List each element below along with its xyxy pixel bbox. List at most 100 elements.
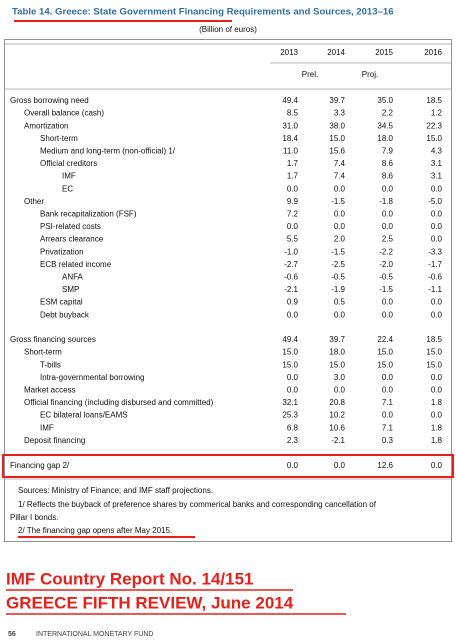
cell-value: 0.0 (431, 298, 443, 307)
cell-value: 35.0 (377, 96, 393, 105)
table-title: Table 14. Greece: State Government Finan… (12, 7, 394, 18)
footnote: 2/ The financing gap opens after May 201… (18, 526, 172, 535)
cell-value: 0.0 (431, 184, 443, 193)
cell-value: 15.0 (282, 348, 298, 357)
cell-value: 10.6 (329, 423, 345, 432)
footnote: 1/ Reflects the buyback of preference sh… (18, 500, 377, 509)
cell-value: -1.0 (284, 247, 298, 256)
cell-value: 0.0 (334, 310, 346, 319)
row-label: Market access (24, 386, 76, 395)
cell-value: -1.5 (331, 247, 345, 256)
highlight-box (2, 454, 454, 478)
cell-value: 4.3 (431, 147, 443, 156)
cell-value: 18.5 (426, 335, 442, 344)
cell-value: -3.3 (428, 247, 442, 256)
column-header: 2014 (327, 48, 345, 57)
row-label: EC bilateral loans/EAMS (40, 411, 128, 420)
cell-value: 15.0 (377, 360, 393, 369)
cell-value: 3.0 (334, 373, 346, 382)
cell-value: -1.5 (331, 197, 345, 206)
cell-value: 39.7 (329, 335, 345, 344)
footnote: Pillar I bonds. (10, 513, 58, 522)
row-label: PSI-related costs (40, 222, 101, 231)
row-label: Deposit financing (24, 436, 85, 445)
cell-value: 6.8 (287, 423, 299, 432)
cell-value: -2.7 (284, 260, 298, 269)
cell-value: 3.1 (431, 172, 443, 181)
cell-value: 15.6 (329, 147, 345, 156)
cell-value: 0.0 (287, 386, 299, 395)
row-label: Overall balance (cash) (24, 109, 104, 118)
cell-value: -0.5 (379, 273, 393, 282)
footer-text: INTERNATIONAL MONETARY FUND (36, 631, 153, 638)
row-label: EC (62, 184, 73, 193)
table-frame (4, 39, 452, 542)
cell-value: 0.0 (382, 184, 394, 193)
row-label: Amortization (24, 121, 68, 130)
cell-value: 32.1 (282, 398, 298, 407)
cell-value: 15.0 (329, 360, 345, 369)
cell-value: 0.0 (431, 310, 443, 319)
cell-value: 0.0 (382, 310, 394, 319)
row-label: Bank recapitalization (FSF) (40, 210, 137, 219)
row-label: Short-term (40, 134, 78, 143)
report-subtitle: GREECE FIFTH REVIEW, June 2014 (6, 593, 294, 612)
cell-value: 15.0 (329, 134, 345, 143)
cell-value: -2.1 (331, 436, 345, 445)
cell-value: 2.2 (382, 109, 394, 118)
cell-value: 0.0 (382, 298, 394, 307)
cell-value: -2.2 (379, 247, 393, 256)
row-label: IMF (40, 423, 54, 432)
cell-value: -0.6 (428, 273, 442, 282)
cell-value: 11.0 (283, 147, 299, 156)
cell-value: 8.6 (382, 159, 394, 168)
cell-value: 0.0 (431, 222, 443, 231)
cell-value: 7.1 (382, 423, 394, 432)
cell-value: -1.8 (379, 197, 393, 206)
cell-value: 8.5 (287, 109, 299, 118)
cell-value: 39.7 (329, 96, 345, 105)
cell-value: 22.3 (426, 121, 442, 130)
cell-value: 7.2 (287, 210, 299, 219)
cell-value: 0.0 (431, 373, 443, 382)
column-header: 2016 (424, 48, 442, 57)
cell-value: 1.8 (431, 423, 443, 432)
row-label: T-bills (40, 360, 61, 369)
cell-value: 7.1 (382, 398, 394, 407)
cell-value: 34.5 (377, 121, 393, 130)
cell-value: 0.0 (431, 386, 443, 395)
row-label: Arrears clearance (40, 235, 104, 244)
cell-value: 1.8 (431, 436, 443, 445)
row-label: Gross financing sources (10, 335, 96, 344)
cell-value: 0.9 (287, 298, 299, 307)
cell-value: -5.0 (428, 197, 442, 206)
cell-value: 0.0 (334, 222, 346, 231)
cell-value: 15.0 (426, 348, 442, 357)
row-label: IMF (62, 172, 76, 181)
cell-value: -1.9 (331, 285, 345, 294)
column-header: 2015 (375, 48, 393, 57)
row-label: Official financing (including disbursed … (24, 398, 214, 407)
row-label: ANFA (62, 273, 84, 282)
row-label: Intra-governmental borrowing (40, 373, 145, 382)
cell-value: 7.4 (334, 159, 346, 168)
subheader: Prel. (302, 70, 318, 79)
cell-value: 38.0 (329, 121, 345, 130)
cell-value: 2.3 (287, 436, 299, 445)
cell-value: -1.7 (428, 260, 442, 269)
cell-value: 0.5 (334, 298, 346, 307)
cell-value: 0.3 (382, 436, 394, 445)
cell-value: 18.5 (426, 96, 442, 105)
cell-value: 7.4 (334, 172, 346, 181)
subheader: Proj. (362, 70, 378, 79)
cell-value: 18.4 (282, 134, 298, 143)
cell-value: 1.2 (431, 109, 443, 118)
cell-value: 0.0 (334, 184, 346, 193)
cell-value: 0.0 (287, 310, 299, 319)
cell-value: 15.0 (377, 348, 393, 357)
cell-value: 0.0 (287, 184, 299, 193)
cell-value: 0.0 (382, 210, 394, 219)
column-header: 2013 (280, 48, 298, 57)
cell-value: 0.0 (431, 235, 443, 244)
